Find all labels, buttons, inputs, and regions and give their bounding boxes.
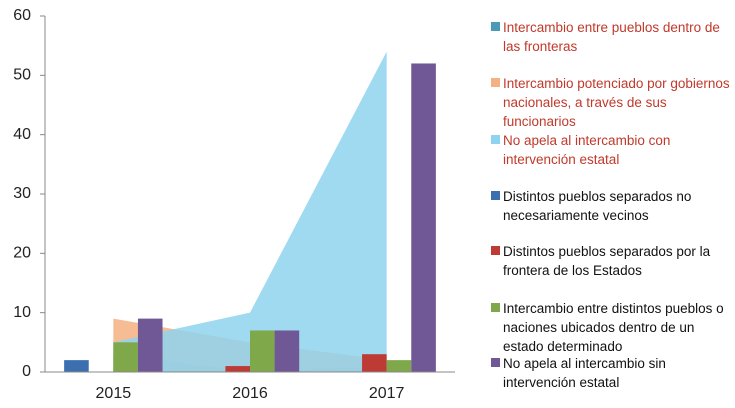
bar: [137, 318, 163, 372]
legend-item: Intercambio potenciado por gobiernos nac…: [489, 74, 733, 131]
bar: [64, 360, 89, 372]
legend-label: Distintos pueblos separados no necesaria…: [503, 189, 692, 223]
bar: [274, 330, 300, 372]
bar: [386, 360, 412, 372]
legend: Intercambio entre pueblos dentro de las …: [489, 0, 735, 408]
y-tick-label: 20: [13, 245, 31, 262]
chart: 0 10 20 30 40 50 60 2015 2016 2017: [13, 7, 455, 402]
bar: [250, 330, 275, 372]
area: [113, 51, 387, 372]
legend-label: No apela al intercambio sin intervención…: [503, 356, 666, 390]
x-tick-label: 2017: [369, 385, 405, 402]
legend-item: No apela al intercambio con intervención…: [489, 131, 733, 169]
legend-swatch: [491, 78, 500, 87]
x-tick-label: 2016: [232, 385, 268, 402]
legend-item: Intercambio entre distintos pueblos o na…: [489, 299, 733, 356]
y-tick-label: 40: [13, 126, 31, 143]
bar: [225, 366, 250, 372]
legend-label: Distintos pueblos separados por la front…: [503, 244, 711, 278]
bar: [362, 354, 387, 372]
legend-swatch: [491, 358, 500, 367]
legend-item: Distintos pueblos separados por la front…: [489, 242, 733, 280]
legend-label: Intercambio entre distintos pueblos o na…: [503, 301, 724, 354]
legend-item: No apela al intercambio sin intervención…: [489, 354, 733, 392]
bar: [411, 63, 436, 372]
y-tick-label: 30: [13, 185, 31, 202]
legend-label: Intercambio entre pueblos dentro de las …: [503, 20, 720, 54]
legend-label: No apela al intercambio con intervención…: [503, 133, 671, 167]
x-tick-label: 2015: [96, 385, 132, 402]
y-tick-label: 0: [22, 363, 31, 380]
legend-item: Intercambio entre pueblos dentro de las …: [489, 18, 733, 56]
legend-swatch: [491, 191, 500, 200]
y-tick-label: 50: [13, 67, 31, 84]
legend-swatch: [491, 135, 500, 144]
legend-swatch: [491, 22, 500, 31]
bar: [113, 342, 138, 372]
y-tick-label: 60: [13, 7, 31, 24]
legend-label: Intercambio potenciado por gobiernos nac…: [503, 76, 730, 129]
legend-swatch: [491, 246, 500, 255]
y-tick-label: 10: [13, 304, 31, 321]
legend-item: Distintos pueblos separados no necesaria…: [489, 187, 733, 225]
legend-swatch: [491, 303, 500, 312]
